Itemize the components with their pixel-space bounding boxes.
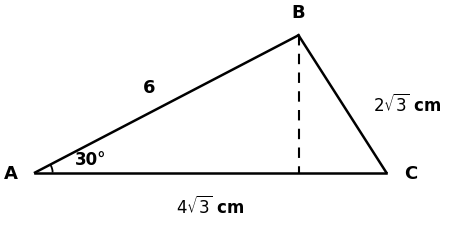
Text: C: C <box>404 164 417 182</box>
Text: 6: 6 <box>143 79 155 97</box>
Text: B: B <box>292 4 306 22</box>
Text: $2\sqrt{3}$ cm: $2\sqrt{3}$ cm <box>373 94 442 116</box>
Text: $4\sqrt{3}$ cm: $4\sqrt{3}$ cm <box>176 195 245 217</box>
Text: A: A <box>4 164 18 182</box>
Text: 30°: 30° <box>74 150 106 168</box>
